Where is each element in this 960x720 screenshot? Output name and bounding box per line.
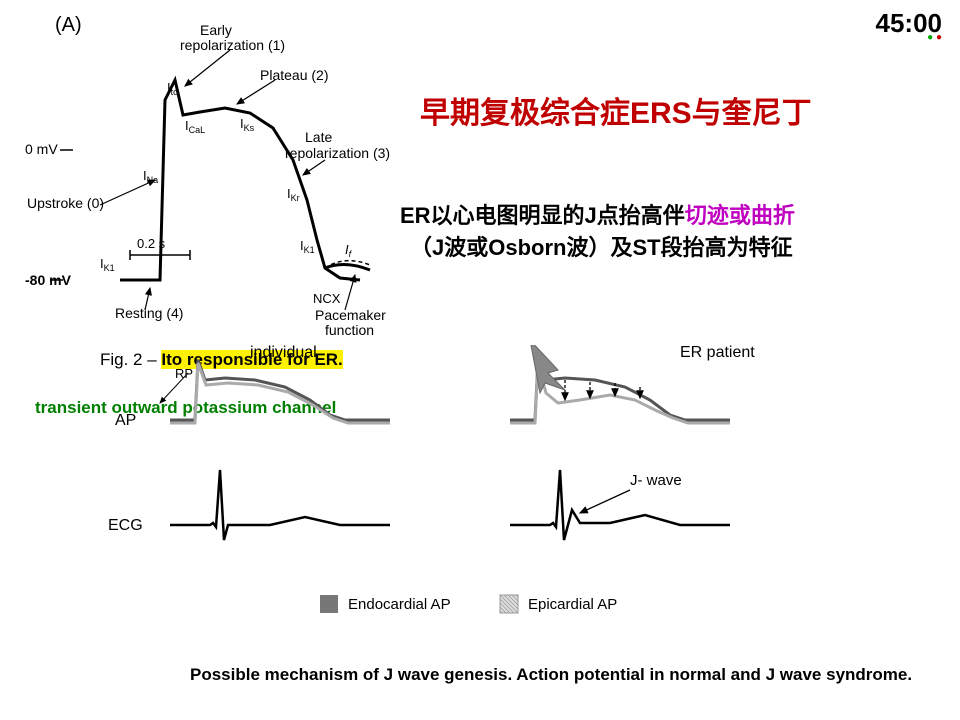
arrow-plateau	[237, 80, 275, 104]
jwave-label: J- wave	[630, 472, 682, 489]
label-resting: Resting (4)	[115, 305, 183, 321]
legend-epi: Epicardial AP	[528, 596, 617, 613]
rp-arrow	[160, 373, 188, 403]
timer-indicator: ● ●	[927, 32, 942, 43]
ion-ina: INa	[143, 168, 158, 185]
label-late1: Late	[305, 129, 332, 145]
bottom-caption: Possible mechanism of J wave genesis. Ac…	[190, 665, 912, 685]
mechanism-diagram: individual ER patient AP ECG RP J- wave …	[90, 345, 950, 675]
ecg-indiv	[170, 470, 390, 540]
description-line2: （J波或Osborn波）及ST段抬高为特征	[410, 230, 793, 262]
label-0mv: 0 mV	[25, 141, 58, 157]
ion-ikr: IKr	[287, 186, 300, 203]
legend-endo: Endocardial AP	[348, 596, 451, 613]
row-ecg: ECG	[108, 517, 143, 534]
description-line1: ER以心电图明显的J点抬高伴切迹或曲折	[400, 198, 795, 230]
ecg-pat	[510, 470, 730, 540]
label-early: Early	[200, 22, 232, 38]
label-ncx: NCX	[313, 291, 341, 306]
rp-label: RP	[175, 366, 193, 381]
legend-endo-swatch	[320, 595, 338, 613]
ion-ical: ICaL	[185, 118, 205, 135]
col2-title: ER patient	[680, 345, 755, 361]
action-potential-diagram: Early repolarization (1) Plateau (2) Lat…	[25, 20, 415, 340]
ion-ik1l: IK1	[100, 256, 115, 273]
ion-ik1: IK1	[300, 238, 315, 255]
label-pm1: Pacemaker	[315, 307, 386, 323]
desc-text-b: 切迹或曲折	[685, 203, 795, 228]
col1-title: individual	[250, 345, 317, 361]
label-pm2: function	[325, 322, 374, 338]
label-plateau: Plateau (2)	[260, 67, 328, 83]
legend-epi-swatch	[500, 595, 518, 613]
arrow-early	[185, 50, 230, 86]
label-scale: 0.2 s	[137, 236, 166, 251]
jwave-arrow	[580, 490, 630, 513]
label-upstroke: Upstroke (0)	[27, 195, 104, 211]
row-ap: AP	[115, 412, 136, 429]
ion-if: If	[345, 242, 353, 259]
label-80mv: -80 mV	[25, 272, 72, 288]
main-title: 早期复极综合症ERS与奎尼丁	[420, 88, 812, 132]
ion-iks: IKs	[240, 116, 255, 133]
label-late2: repolarization (3)	[285, 145, 390, 161]
label-early2: repolarization (1)	[180, 37, 285, 53]
arrow-late	[303, 160, 325, 175]
desc-text-a: ER以心电图明显的J点抬高伴	[400, 203, 685, 228]
